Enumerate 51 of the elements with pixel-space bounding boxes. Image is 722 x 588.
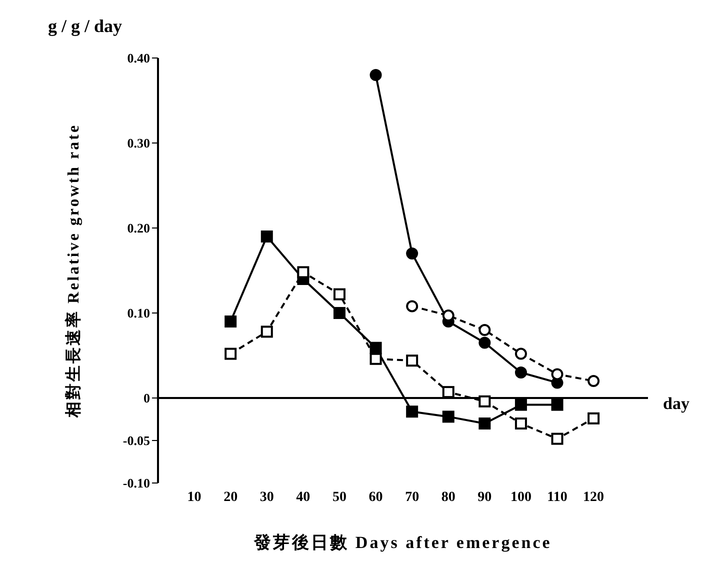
x-tick-label: 10 (187, 490, 202, 505)
point (514, 398, 527, 411)
point (224, 316, 237, 328)
text: day (663, 394, 690, 414)
point (551, 432, 564, 445)
point (224, 348, 237, 360)
x-tick-label: 30 (260, 490, 274, 505)
point (370, 352, 382, 365)
y-tick-label: 0 (144, 390, 150, 406)
y-tick-label: 0.10 (127, 306, 150, 321)
point (478, 324, 491, 336)
y-tick-label: -0.05 (122, 433, 150, 448)
point (333, 288, 346, 300)
text: g / g / day (48, 16, 122, 37)
point (514, 418, 527, 430)
point (406, 300, 418, 312)
point (260, 230, 273, 242)
x-tick-label: 120 (583, 490, 604, 505)
point (260, 326, 273, 338)
point (406, 354, 418, 367)
point (588, 375, 600, 387)
point (478, 336, 491, 349)
x-tick-label: 70 (405, 490, 420, 505)
x-tick-label: 110 (547, 490, 568, 505)
point (406, 406, 418, 418)
point (442, 410, 454, 423)
point (297, 266, 310, 278)
point (588, 412, 600, 424)
x-tick-label: 50 (332, 490, 346, 505)
x-tick-label: 60 (368, 490, 383, 505)
y-axis-title: 相對生長速率 Relative growth rate (64, 123, 83, 419)
x-tick-label: 100 (510, 490, 532, 505)
point (478, 418, 491, 430)
y-tick-label: 0.40 (127, 50, 150, 66)
point (333, 307, 346, 319)
point (370, 342, 382, 354)
x-tick-label: 80 (441, 490, 456, 505)
point (514, 366, 527, 378)
point (370, 69, 382, 81)
y-tick-label: -0.10 (122, 476, 150, 491)
y-tick-label: 0.30 (127, 136, 150, 151)
y-tick-label: 0.20 (127, 220, 150, 236)
x-tick-label: 90 (478, 490, 492, 505)
point (406, 248, 418, 260)
x-tick-label: 20 (224, 490, 238, 505)
x-axis-title: 發芽後日數 Days after emergence (253, 533, 552, 552)
point (442, 386, 454, 398)
point (551, 398, 564, 411)
x-tick-label: 40 (296, 490, 310, 505)
point (478, 395, 491, 408)
point (514, 348, 527, 360)
